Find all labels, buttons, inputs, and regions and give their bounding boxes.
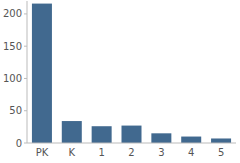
x-tick-label: 5 xyxy=(218,147,224,158)
bar xyxy=(62,121,82,143)
y-tick-label: 200 xyxy=(3,8,22,19)
bar xyxy=(181,137,201,143)
y-tick-label: 0 xyxy=(16,138,22,149)
y-tick-label: 100 xyxy=(3,73,22,84)
x-tick-label: K xyxy=(69,147,76,158)
x-tick-label: 2 xyxy=(128,147,134,158)
bar xyxy=(151,133,171,143)
x-tick-label: 1 xyxy=(98,147,104,158)
bar xyxy=(92,126,112,143)
chart: 0 50 100 150 200 PK K 1 2 3 4 5 xyxy=(0,0,240,163)
x-tick-label: 4 xyxy=(188,147,194,158)
bar xyxy=(32,4,52,143)
y-tick-label: 50 xyxy=(9,105,22,116)
x-tick-label: 3 xyxy=(158,147,164,158)
bar xyxy=(122,126,142,143)
x-tick-label: PK xyxy=(36,147,49,158)
bar xyxy=(211,138,231,143)
x-axis xyxy=(27,143,236,144)
bars xyxy=(32,4,231,143)
y-tick-label: 150 xyxy=(3,41,22,52)
y-axis xyxy=(27,1,28,143)
chart-container: 0 50 100 150 200 PK K 1 2 3 4 5 xyxy=(0,0,240,163)
